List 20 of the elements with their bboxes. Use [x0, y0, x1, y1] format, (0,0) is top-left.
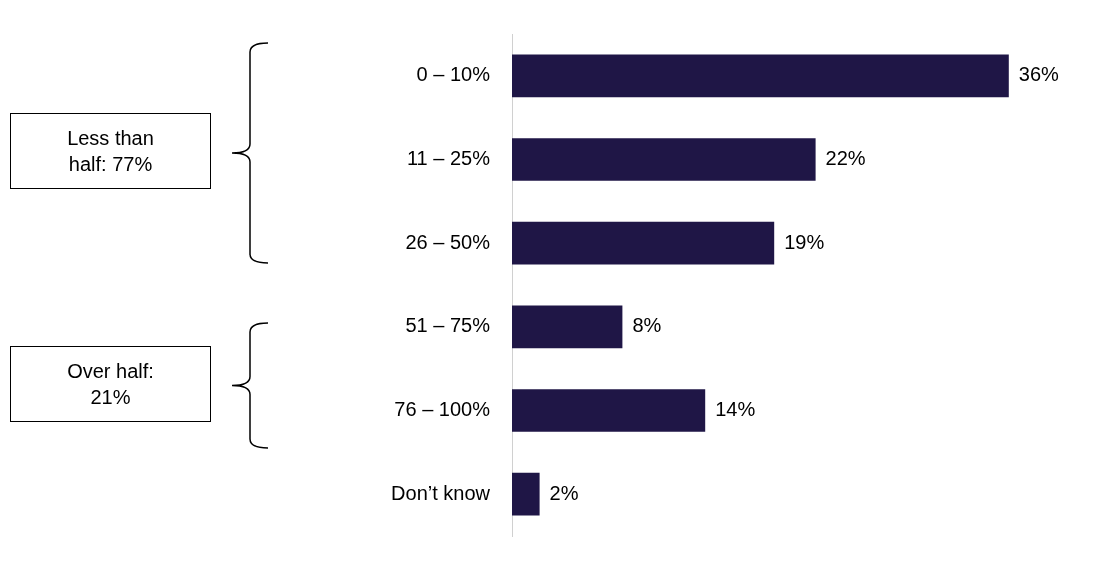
- y-tick-label: 0 – 10%: [416, 63, 491, 86]
- y-tick-label: 51 – 75%: [405, 314, 491, 337]
- bar: [512, 472, 540, 516]
- data-label: 19%: [784, 230, 825, 253]
- data-label: 8%: [632, 314, 662, 337]
- data-label: 36%: [1018, 63, 1060, 86]
- bar: [512, 138, 816, 181]
- data-label: 2%: [549, 481, 579, 504]
- data-label: 14%: [715, 398, 756, 421]
- text: Less than half: 77%: [10, 113, 211, 189]
- bar: [512, 54, 1009, 98]
- data-label: 22%: [825, 147, 866, 170]
- y-tick-label: 26 – 50%: [405, 230, 491, 253]
- bar: [512, 389, 706, 432]
- bar: [512, 305, 623, 349]
- y-tick-label: 11 – 25%: [406, 147, 491, 170]
- y-tick-label: 76 – 100%: [394, 398, 491, 421]
- y-tick-label: Don’t know: [391, 481, 491, 504]
- text: Over half: 21%: [10, 346, 211, 422]
- bar: [512, 221, 775, 265]
